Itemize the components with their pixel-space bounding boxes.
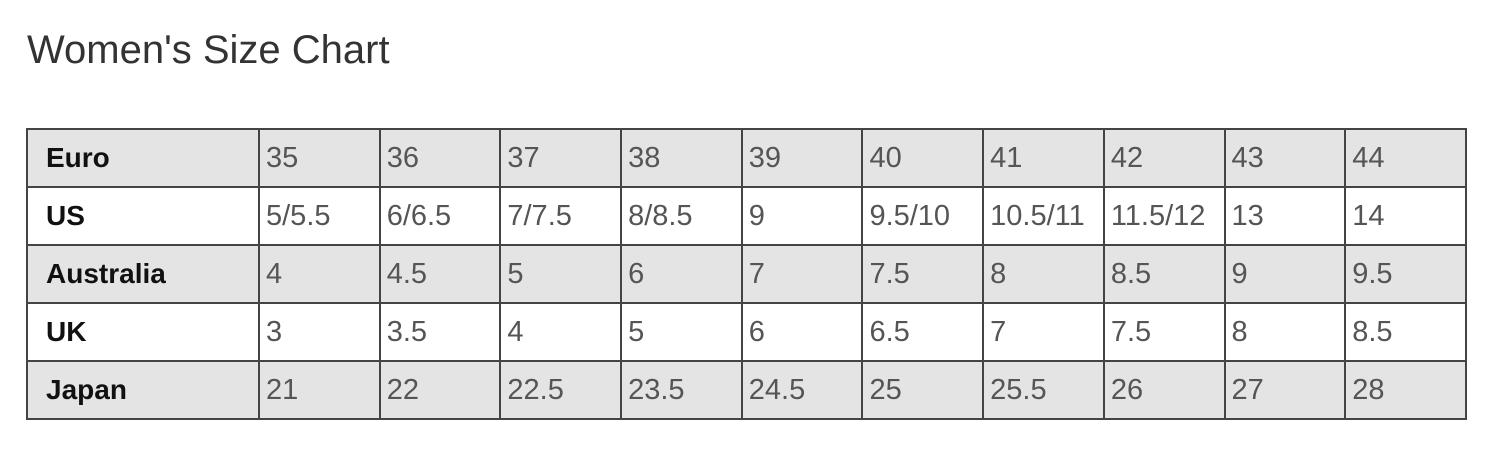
page-title: Women's Size Chart xyxy=(27,28,390,72)
row-label: Japan xyxy=(26,360,260,420)
table-row-us: US 5/5.5 6/6.5 7/7.5 8/8.5 9 9.5/10 10.5/11 11.5… xyxy=(26,186,1467,246)
table-cell: 24.5 xyxy=(740,360,864,420)
table-row-euro: Euro 35 36 37 38 39 40 41 42 43 44 xyxy=(26,128,1467,188)
table-cell: 37 xyxy=(499,128,623,188)
table-cell: 40 xyxy=(861,128,985,188)
table-cell: 3.5 xyxy=(378,302,502,362)
table-cell: 5 xyxy=(620,302,743,362)
table-cell: 26 xyxy=(1102,360,1226,420)
table-cell: 44 xyxy=(1344,128,1467,188)
row-label: Australia xyxy=(26,244,260,304)
table-cell: 7.5 xyxy=(861,244,985,304)
table-cell: 7.5 xyxy=(1102,302,1226,362)
table-cell: 8.5 xyxy=(1102,244,1226,304)
table-cell: 8/8.5 xyxy=(620,186,743,246)
table-cell: 6 xyxy=(740,302,864,362)
table-cell: 7 xyxy=(982,302,1105,362)
table-row-japan: Japan 21 22 22.5 23.5 24.5 25 25.5 26 27 28 xyxy=(26,360,1467,420)
table-cell: 9.5 xyxy=(1344,244,1467,304)
table-cell: 21 xyxy=(258,360,381,420)
table-cell: 8 xyxy=(982,244,1105,304)
table-cell: 7 xyxy=(740,244,864,304)
table-cell: 6.5 xyxy=(861,302,985,362)
table-cell: 27 xyxy=(1223,360,1347,420)
row-label: UK xyxy=(26,302,260,362)
table-cell: 28 xyxy=(1344,360,1467,420)
table-row-australia: Australia 4 4.5 5 6 7 7.5 8 8.5 9 9.5 xyxy=(26,244,1467,304)
table-cell: 9.5/10 xyxy=(861,186,985,246)
table-cell: 9 xyxy=(740,186,864,246)
table-cell: 22 xyxy=(378,360,502,420)
table-cell: 4 xyxy=(499,302,623,362)
size-chart-table: Euro 35 36 37 38 39 40 41 42 43 44 US 5/5.5 6/6.5 7/7.… xyxy=(26,128,1467,420)
row-label: Euro xyxy=(26,128,260,188)
table-cell: 25.5 xyxy=(982,360,1105,420)
table-cell: 11.5/12 xyxy=(1102,186,1226,246)
table-cell: 35 xyxy=(258,128,381,188)
table-cell: 25 xyxy=(861,360,985,420)
table-cell: 4 xyxy=(258,244,381,304)
table-cell: 5 xyxy=(499,244,623,304)
table-cell: 3 xyxy=(258,302,381,362)
table-cell: 10.5/11 xyxy=(982,186,1105,246)
row-label: US xyxy=(26,186,260,246)
table-cell: 14 xyxy=(1344,186,1467,246)
table-cell: 38 xyxy=(620,128,743,188)
table-cell: 41 xyxy=(982,128,1105,188)
table-cell: 39 xyxy=(740,128,864,188)
table-cell: 8 xyxy=(1223,302,1347,362)
table-cell: 9 xyxy=(1223,244,1347,304)
table-cell: 7/7.5 xyxy=(499,186,623,246)
table-cell: 13 xyxy=(1223,186,1347,246)
table-cell: 5/5.5 xyxy=(258,186,381,246)
table-cell: 6/6.5 xyxy=(378,186,502,246)
table-cell: 23.5 xyxy=(620,360,743,420)
table-cell: 36 xyxy=(378,128,502,188)
table-cell: 42 xyxy=(1102,128,1226,188)
table-cell: 4.5 xyxy=(378,244,502,304)
table-cell: 43 xyxy=(1223,128,1347,188)
table-row-uk: UK 3 3.5 4 5 6 6.5 7 7.5 8 8.5 xyxy=(26,302,1467,362)
table-cell: 6 xyxy=(620,244,743,304)
table-cell: 22.5 xyxy=(499,360,623,420)
table-cell: 8.5 xyxy=(1344,302,1467,362)
